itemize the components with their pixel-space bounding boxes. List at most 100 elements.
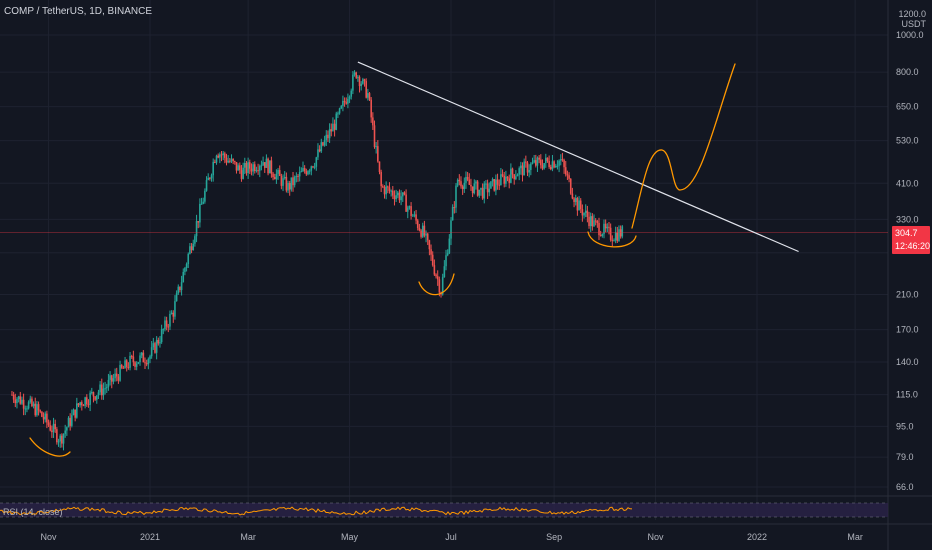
- candle-body: [303, 168, 306, 172]
- candle-body: [164, 320, 166, 330]
- candle-body: [476, 181, 479, 196]
- candle-body: [125, 360, 128, 368]
- candle-body: [599, 235, 602, 237]
- candle-body: [234, 161, 236, 163]
- candle-body: [382, 186, 384, 188]
- candle-body: [337, 113, 339, 115]
- candle-body: [478, 189, 481, 196]
- price-axis: 1000.0 800.0 650.0 530.0 410.0 330.0 210.0 170.…: [896, 30, 924, 492]
- candle-body: [290, 177, 293, 190]
- bar-countdown: 12:46:20: [895, 241, 931, 251]
- candle-body: [530, 163, 532, 170]
- candle-body: [154, 343, 156, 353]
- candle-body: [165, 320, 168, 327]
- candle-body: [252, 164, 254, 172]
- candle-body: [611, 239, 614, 241]
- candle-body: [350, 90, 353, 97]
- candle-body: [345, 102, 348, 104]
- candle-body: [283, 176, 286, 179]
- candle-body: [358, 76, 361, 87]
- candle-body: [265, 158, 268, 168]
- price-tick-label: 800.0: [896, 67, 919, 77]
- candle-body: [367, 93, 369, 98]
- price-tick-label: 115.0: [896, 390, 918, 400]
- candle-body: [262, 162, 264, 166]
- candle-body: [32, 403, 35, 407]
- candle-body: [569, 178, 572, 194]
- candle-body: [107, 379, 110, 388]
- candle-body: [413, 214, 416, 216]
- candle-body: [591, 216, 594, 227]
- candle-body: [621, 226, 624, 237]
- price-tick-label: 66.0: [896, 482, 914, 492]
- candle-body: [538, 157, 540, 160]
- candle-body: [618, 229, 620, 241]
- candle-body: [159, 342, 161, 344]
- candle-body: [456, 179, 459, 186]
- candle-body: [453, 207, 456, 209]
- candle-body: [270, 160, 273, 174]
- candle-body: [212, 161, 214, 176]
- candle-body: [79, 402, 81, 406]
- candle-body: [392, 190, 394, 196]
- candle-body: [390, 190, 392, 192]
- candle-body: [172, 312, 175, 317]
- rsi-indicator-label[interactable]: RSI (14, close): [3, 507, 63, 517]
- candle-body: [258, 166, 261, 171]
- candle-body: [137, 362, 140, 364]
- candle-body: [535, 160, 537, 166]
- candle-body: [536, 157, 539, 166]
- candle-body: [373, 125, 376, 147]
- price-tick-label: 79.0: [896, 452, 914, 462]
- candle-body: [465, 176, 467, 183]
- candle-body: [347, 98, 349, 104]
- candle-body: [566, 174, 569, 176]
- candle-body: [445, 255, 447, 267]
- candle-body: [332, 123, 334, 132]
- candle-body: [268, 160, 271, 174]
- candle-body: [320, 142, 323, 152]
- candle-body: [29, 398, 32, 403]
- candle-body: [87, 404, 90, 406]
- price-tick-label: 95.0: [896, 421, 914, 431]
- candle-body: [473, 183, 476, 194]
- candle-body: [51, 430, 53, 433]
- symbol-title[interactable]: COMP / TetherUS, 1D, BINANCE: [4, 6, 153, 17]
- candle-body: [561, 159, 564, 161]
- candle-body: [556, 165, 559, 167]
- candle-body: [39, 410, 42, 412]
- candle-body: [202, 201, 205, 204]
- candle-body: [559, 159, 562, 161]
- time-tick-label: May: [341, 532, 359, 542]
- candle-body: [175, 293, 178, 302]
- candle-body: [393, 195, 396, 200]
- candle-body: [122, 367, 125, 369]
- candle-body: [436, 276, 439, 280]
- candle-body: [52, 423, 55, 433]
- candle-body: [521, 165, 524, 176]
- candle-body: [563, 160, 565, 168]
- candle-body: [86, 397, 88, 405]
- candle-body: [589, 216, 592, 227]
- candle-body: [533, 160, 535, 163]
- candle-body: [398, 192, 401, 201]
- candle-body: [245, 163, 248, 174]
- candle-body: [47, 422, 50, 426]
- candle-body: [278, 170, 281, 176]
- candle-body: [486, 183, 489, 193]
- candle-body: [59, 435, 61, 442]
- candle-body: [97, 392, 100, 396]
- candle-body: [92, 392, 95, 397]
- candle-body: [207, 177, 210, 181]
- candle-body: [365, 81, 367, 98]
- candle-body: [470, 184, 472, 187]
- candle-body: [583, 212, 585, 216]
- candle-body: [243, 163, 246, 168]
- candle-body: [528, 169, 530, 173]
- candle-body: [594, 220, 597, 222]
- candle-body: [608, 226, 610, 228]
- candle-body: [593, 220, 595, 227]
- candle-body: [112, 378, 115, 382]
- candle-body: [67, 417, 70, 428]
